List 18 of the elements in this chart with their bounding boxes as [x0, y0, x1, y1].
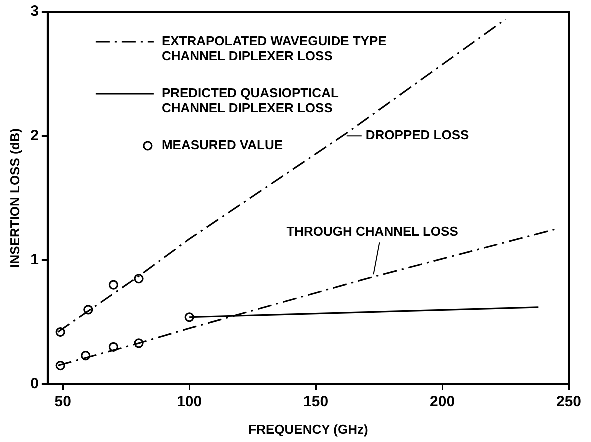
point	[108, 280, 119, 290]
y-axis-title: INSERTION LOSS (dB)	[7, 128, 22, 268]
legend-label: EXTRAPOLATED WAVEGUIDE TYPE CHANNEL DIPLEXER LOSS	[162, 34, 388, 64]
annotation: THROUGH CHANNEL LOSS	[286, 224, 459, 240]
x-tick-label: 50	[54, 394, 72, 411]
y-tick-label: 3	[30, 3, 39, 20]
annotation: DROPPED LOSS	[366, 128, 470, 143]
x-axis-title: FREQUENCY (GHz)	[248, 422, 368, 437]
x-tick-label: 100	[177, 394, 202, 411]
x-tick-label: 250	[556, 394, 582, 411]
y-tick-label: 2	[30, 127, 39, 144]
x-tick-label: 150	[304, 394, 329, 411]
legend-label: MEASURED VALUE	[162, 138, 284, 153]
legend-label: PREDICTED QUASIOPTICAL CHANNEL DIPLEXER LOSS	[162, 86, 339, 116]
x-tick-label: 200	[430, 394, 456, 411]
y-tick-label: 1	[30, 251, 39, 268]
point	[134, 274, 144, 284]
y-tick-label: 0	[30, 376, 39, 393]
